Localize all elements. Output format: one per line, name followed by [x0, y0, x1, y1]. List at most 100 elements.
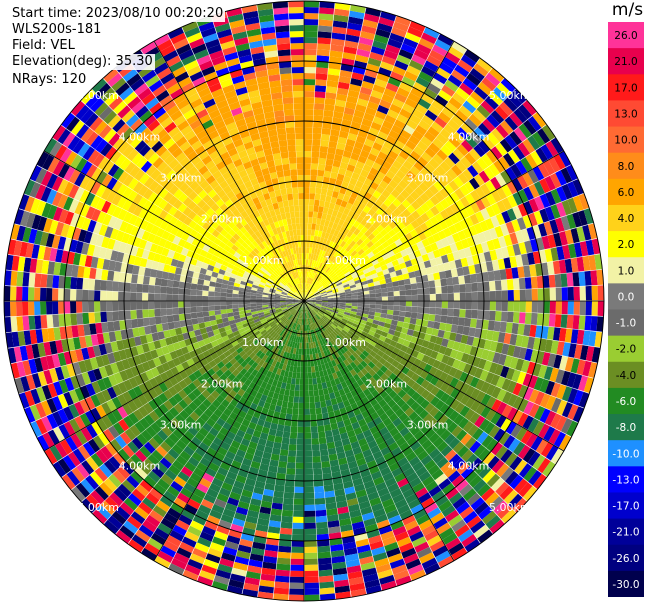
velocity-gate: [339, 306, 346, 310]
velocity-gate: [381, 93, 394, 104]
velocity-gate: [286, 468, 296, 475]
velocity-gate: [17, 256, 26, 272]
velocity-gate: [270, 453, 280, 461]
velocity-gate: [343, 386, 351, 395]
velocity-gate: [312, 322, 317, 329]
velocity-gate: [262, 296, 269, 300]
velocity-gate: [415, 318, 423, 326]
velocity-gate: [343, 418, 352, 427]
velocity-gate: [313, 474, 323, 481]
velocity-gate: [210, 319, 218, 326]
velocity-gate: [76, 277, 84, 290]
velocity-gate: [409, 229, 419, 238]
velocity-gate: [357, 291, 364, 296]
velocity-gate: [590, 270, 598, 286]
velocity-gate: [10, 224, 20, 240]
velocity-gate: [341, 279, 348, 284]
velocity-gate: [500, 279, 508, 291]
velocity-gate: [411, 301, 418, 307]
velocity-gate: [474, 263, 482, 274]
velocity-gate: [118, 310, 125, 321]
velocity-gate: [424, 244, 433, 254]
velocity-gate: [148, 301, 155, 310]
velocity-gate: [487, 320, 495, 331]
velocity-gate: [233, 454, 244, 464]
velocity-gate: [265, 415, 273, 423]
velocity-gate: [234, 278, 242, 284]
velocity-gate: [174, 413, 186, 424]
velocity-gate: [301, 342, 304, 349]
velocity-gate: [489, 340, 498, 352]
velocity-gate: [264, 312, 271, 317]
velocity-gate: [308, 293, 314, 298]
velocity-gate: [423, 26, 440, 39]
velocity-gate: [362, 164, 372, 173]
velocity-gate: [501, 197, 513, 211]
velocity-gate: [280, 298, 287, 301]
velocity-gate: [392, 432, 403, 442]
velocity-gate: [278, 313, 284, 318]
velocity-gate: [400, 462, 412, 473]
velocity-gate: [130, 301, 137, 311]
velocity-gate: [304, 37, 318, 44]
velocity-gate: [130, 511, 146, 525]
velocity-gate: [304, 438, 312, 445]
velocity-gate: [108, 425, 120, 439]
velocity-gate: [295, 311, 300, 318]
velocity-gate: [292, 299, 298, 301]
velocity-gate: [71, 325, 79, 338]
velocity-gate: [131, 318, 139, 329]
velocity-gate: [386, 456, 397, 467]
velocity-gate: [141, 249, 150, 260]
velocity-gate: [305, 306, 307, 313]
velocity-gate: [266, 327, 273, 334]
velocity-gate: [442, 56, 458, 70]
velocity-gate: [368, 286, 376, 291]
velocity-gate: [339, 304, 346, 308]
velocity-gate: [455, 87, 470, 101]
velocity-gate: [181, 509, 195, 521]
velocity-gate: [383, 273, 391, 280]
velocity-gate: [376, 244, 385, 252]
velocity-gate: [314, 97, 325, 104]
velocity-gate: [306, 342, 309, 349]
velocity-gate: [416, 546, 432, 559]
velocity-gate: [327, 304, 334, 308]
velocity-gate: [420, 379, 430, 389]
velocity-gate: [336, 87, 349, 96]
velocity-gate: [506, 279, 514, 290]
velocity-gate: [172, 294, 179, 301]
velocity-gate: [304, 289, 307, 296]
velocity-gate: [591, 301, 598, 316]
velocity-gate: [399, 441, 410, 452]
velocity-gate: [168, 386, 178, 397]
velocity-gate: [458, 275, 466, 285]
velocity-gate: [41, 202, 52, 218]
velocity-gate: [40, 356, 49, 371]
velocity-gate: [277, 355, 283, 363]
velocity-gate: [424, 162, 436, 174]
velocity-gate: [16, 225, 26, 242]
velocity-gate: [168, 563, 185, 576]
velocity-gate: [329, 56, 342, 64]
velocity-gate: [160, 473, 174, 486]
velocity-gate: [360, 561, 376, 571]
velocity-gate: [304, 402, 310, 409]
velocity-gate: [291, 534, 304, 541]
velocity-gate: [191, 451, 203, 462]
velocity-gate: [364, 324, 372, 331]
velocity-gate: [261, 407, 269, 416]
velocity-gate: [542, 313, 550, 327]
velocity-gate: [252, 429, 262, 438]
velocity-gate: [337, 506, 349, 515]
velocity-gate: [339, 240, 347, 248]
velocity-gate: [220, 441, 231, 451]
velocity-gate: [201, 564, 217, 575]
velocity-gate: [560, 314, 568, 328]
velocity-gate: [339, 292, 346, 296]
velocity-gate: [202, 285, 210, 291]
velocity-gate: [364, 221, 373, 230]
velocity-gate: [418, 492, 432, 504]
velocity-gate: [255, 341, 262, 348]
velocity-gate: [416, 43, 432, 55]
